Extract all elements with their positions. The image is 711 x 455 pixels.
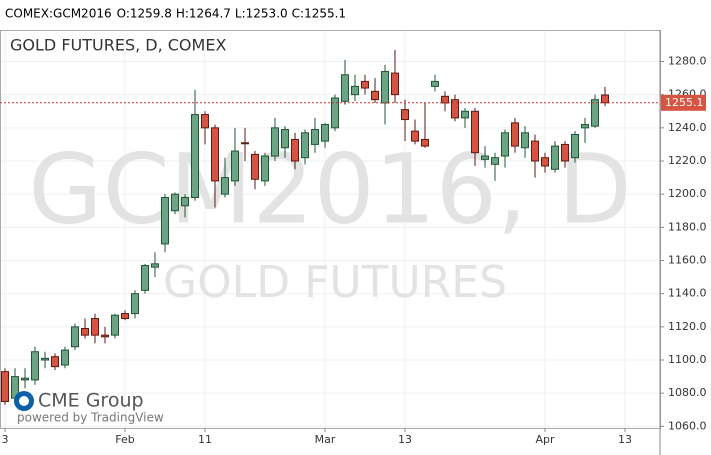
ohlc-value: O:1259.8 xyxy=(117,7,172,21)
candle-body xyxy=(251,153,259,180)
candle-body xyxy=(471,110,479,154)
candle-body xyxy=(341,74,349,102)
candle-body xyxy=(101,334,109,338)
candle-body xyxy=(81,328,89,336)
candle-body xyxy=(481,155,489,160)
y-tick-label: 1100.0 xyxy=(668,353,707,366)
x-tick-label: 11 xyxy=(198,433,212,446)
candle-body xyxy=(381,70,389,104)
candle-body xyxy=(351,85,359,96)
candle-body xyxy=(61,349,69,366)
credit: powered by TradingView xyxy=(17,411,164,425)
candle-body xyxy=(111,314,119,336)
logo-text: CME Group xyxy=(38,390,144,412)
candle-body xyxy=(601,94,609,104)
x-tick-label: Apr xyxy=(535,433,555,446)
x-tick-label: 13 xyxy=(398,433,412,446)
candle-body xyxy=(151,263,159,268)
candle-body xyxy=(451,99,459,119)
candle-body xyxy=(401,109,409,121)
candle-body xyxy=(241,142,249,145)
y-tick-label: 1240.0 xyxy=(668,121,707,134)
candle-body xyxy=(411,130,419,142)
y-tick-label: 1200.0 xyxy=(668,187,707,200)
candle-body xyxy=(41,357,49,361)
candle-body xyxy=(561,143,569,162)
candle-body xyxy=(361,80,369,89)
ohlc-value: L:1253.0 xyxy=(235,7,288,21)
candle-body xyxy=(331,97,339,129)
logo: CME Group powered by TradingView xyxy=(14,390,164,425)
candle-body xyxy=(281,129,289,149)
candle-body xyxy=(581,124,589,129)
x-tick-label: 3 xyxy=(2,433,9,446)
y-tick-label: 1060.0 xyxy=(668,419,707,432)
candle-body xyxy=(221,177,229,195)
candle-body xyxy=(21,377,29,381)
candle-body xyxy=(271,127,279,157)
candle-body xyxy=(161,196,169,245)
candle-body xyxy=(441,95,449,104)
candle-body xyxy=(1,371,9,402)
y-tick-label: 1140.0 xyxy=(668,287,707,300)
candle-body xyxy=(511,122,519,147)
y-tick-label: 1180.0 xyxy=(668,220,707,233)
candle-body xyxy=(31,351,39,381)
ohlc-value: H:1264.7 xyxy=(176,7,231,21)
candle-body xyxy=(321,124,329,142)
candle-body xyxy=(121,313,129,320)
y-tick-label: 1080.0 xyxy=(668,386,707,399)
candle-body xyxy=(311,129,319,145)
candle-body xyxy=(171,193,179,212)
candle-body xyxy=(301,132,309,159)
candle-body xyxy=(211,127,219,182)
candles xyxy=(1,49,609,405)
last-price-tag xyxy=(661,94,706,111)
x-tick-label: Mar xyxy=(315,433,336,446)
y-tick-label: 1160.0 xyxy=(668,254,707,267)
candle-body xyxy=(461,110,469,119)
candle-body xyxy=(571,133,579,159)
candle-body xyxy=(541,157,549,167)
x-tick-label: Feb xyxy=(115,433,134,446)
watermark-subtitle: GOLD FUTURES xyxy=(163,257,507,308)
chart-title: GOLD FUTURES, D, COMEX xyxy=(10,36,226,55)
candle-body xyxy=(391,72,399,96)
candle-body xyxy=(201,114,209,129)
candle-body xyxy=(371,90,379,101)
candle-body xyxy=(231,150,239,182)
candle-body xyxy=(51,356,59,368)
symbol: COMEX:GCM2016 xyxy=(5,7,112,21)
candle-body xyxy=(421,138,429,147)
candle-body xyxy=(431,80,439,87)
candle-body xyxy=(531,140,539,162)
candle-body xyxy=(141,264,149,291)
candle-body xyxy=(131,293,139,315)
candle-body xyxy=(261,155,269,182)
y-tick-label: 1120.0 xyxy=(668,320,707,333)
candle-body xyxy=(191,114,199,198)
last-price-label: 1255.1 xyxy=(665,96,704,109)
x-tick-label: 13 xyxy=(618,433,632,446)
logo-icon xyxy=(19,396,29,406)
candle-body xyxy=(521,132,529,149)
candle-body xyxy=(291,138,299,162)
candle-body xyxy=(71,326,79,348)
candle-body xyxy=(591,99,599,127)
candle-body xyxy=(501,132,509,157)
candle-body xyxy=(491,157,499,165)
ohlc-value: C:1255.1 xyxy=(292,7,346,21)
candle-body xyxy=(551,145,559,170)
watermark: GCM2016, D xyxy=(28,133,632,245)
y-tick-label: 1220.0 xyxy=(668,154,707,167)
candle-body xyxy=(91,318,99,336)
y-tick-label: 1280.0 xyxy=(668,55,707,68)
grid xyxy=(0,30,660,428)
candle-body xyxy=(181,196,189,207)
